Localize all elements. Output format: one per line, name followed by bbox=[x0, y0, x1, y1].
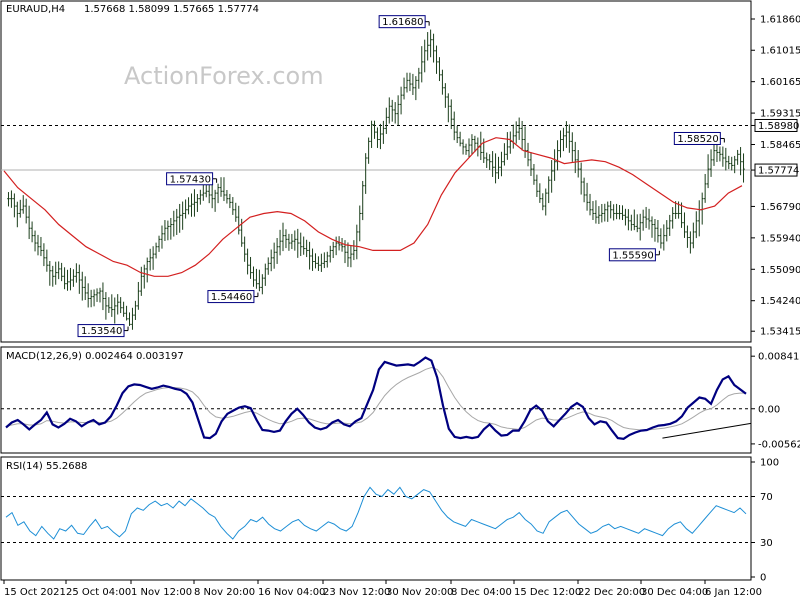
rsi-panel: RSI(14) 55.2688 bbox=[0, 456, 752, 581]
rsi-label: RSI(14) 55.2688 bbox=[6, 461, 87, 472]
annotation-label: 1.53540 bbox=[81, 326, 122, 337]
macd-trendline bbox=[662, 422, 752, 439]
annotation-box bbox=[166, 172, 214, 186]
rsi-tick-label: 0 bbox=[760, 573, 766, 584]
macd-panel: MACD(12,26,9) 0.002464 0.003197 bbox=[0, 346, 752, 454]
annotation-label: 1.57430 bbox=[170, 174, 211, 185]
price-tag-label: 1.58980 bbox=[758, 121, 799, 132]
rsi-tick-label: 100 bbox=[760, 458, 779, 469]
price-tick-label: 1.53415 bbox=[760, 327, 800, 338]
macd-axis: 0.008411 0.00 -0.005625 bbox=[751, 352, 800, 450]
time-tick-label: 16 Nov 04:00 bbox=[258, 587, 325, 598]
annotation-box bbox=[608, 248, 656, 262]
price-tick-label: 1.58465 bbox=[760, 140, 800, 151]
time-tick-label: 15 Dec 12:00 bbox=[514, 587, 581, 598]
watermark: ActionForex.com bbox=[124, 62, 324, 90]
time-tick-label: 6 Jan 12:00 bbox=[705, 587, 762, 598]
rsi-line bbox=[5, 486, 747, 540]
macd-signal-line bbox=[5, 366, 746, 431]
price-tick-label: 1.59315 bbox=[760, 109, 800, 120]
price-tag-label: 1.57774 bbox=[758, 166, 799, 177]
price-tick-label: 1.56790 bbox=[760, 202, 800, 213]
rsi-axis: 100 70 30 0 bbox=[751, 458, 779, 584]
macd-tick-label: 0.00 bbox=[758, 404, 780, 415]
annotation-box bbox=[207, 290, 255, 304]
time-tick-label: 15 Oct 2021 bbox=[4, 587, 66, 598]
time-tick-label: 1 Nov 12:00 bbox=[131, 587, 192, 598]
annotation-label: 1.54460 bbox=[211, 292, 252, 303]
annotation-box bbox=[378, 15, 426, 29]
price-tick-label: 1.61860 bbox=[760, 15, 800, 26]
price-tick-label: 1.60165 bbox=[760, 77, 800, 88]
time-axis: 15 Oct 2021 25 Oct 04:00 1 Nov 12:00 8 Nov … bbox=[3, 580, 762, 598]
price-tick-label: 1.55940 bbox=[760, 233, 800, 244]
price-annotations: 1.53540 1.57430 1.54460 1.61680 1.55590 1.585… bbox=[77, 15, 725, 338]
time-tick-label: 8 Dec 04:00 bbox=[451, 587, 512, 598]
rsi-tick-label: 30 bbox=[760, 538, 773, 549]
annotation-label: 1.61680 bbox=[382, 17, 423, 28]
time-tick-label: 25 Oct 04:00 bbox=[66, 587, 131, 598]
candles bbox=[7, 29, 745, 330]
ohlc-label: 1.57668 1.58099 1.57665 1.57774 bbox=[84, 4, 259, 15]
annotation-label: 1.58520 bbox=[677, 134, 718, 145]
macd-label: MACD(12,26,9) 0.002464 0.003197 bbox=[6, 351, 184, 362]
price-tick-label: 1.55090 bbox=[760, 265, 800, 276]
price-panel-frame bbox=[0, 0, 752, 343]
macd-tick-label: 0.008411 bbox=[758, 352, 800, 363]
price-panel: EURAUD,H4 1.57668 1.58099 1.57665 1.5777… bbox=[0, 0, 752, 343]
time-tick-label: 30 Nov 20:00 bbox=[386, 587, 453, 598]
time-tick-label: 8 Nov 20:00 bbox=[194, 587, 255, 598]
moving-average-line bbox=[3, 137, 743, 277]
price-tick-label: 1.54240 bbox=[760, 296, 800, 307]
macd-line bbox=[5, 356, 747, 440]
rsi-tick-label: 70 bbox=[760, 492, 773, 503]
price-tick-label: 1.61015 bbox=[760, 46, 800, 57]
annotation-box bbox=[77, 324, 125, 338]
instrument-label: EURAUD,H4 bbox=[6, 4, 65, 15]
time-tick-label: 30 Dec 04:00 bbox=[641, 587, 708, 598]
time-tick-label: 22 Dec 20:00 bbox=[578, 587, 645, 598]
time-tick-label: 23 Nov 12:00 bbox=[323, 587, 390, 598]
macd-tick-label: -0.005625 bbox=[758, 439, 800, 450]
annotation-label: 1.55590 bbox=[612, 250, 653, 261]
price-tag-box bbox=[754, 163, 798, 177]
rsi-panel-frame bbox=[0, 456, 752, 581]
price-tag-box bbox=[754, 118, 798, 132]
macd-panel-frame bbox=[0, 346, 752, 454]
annotation-box bbox=[673, 131, 721, 145]
